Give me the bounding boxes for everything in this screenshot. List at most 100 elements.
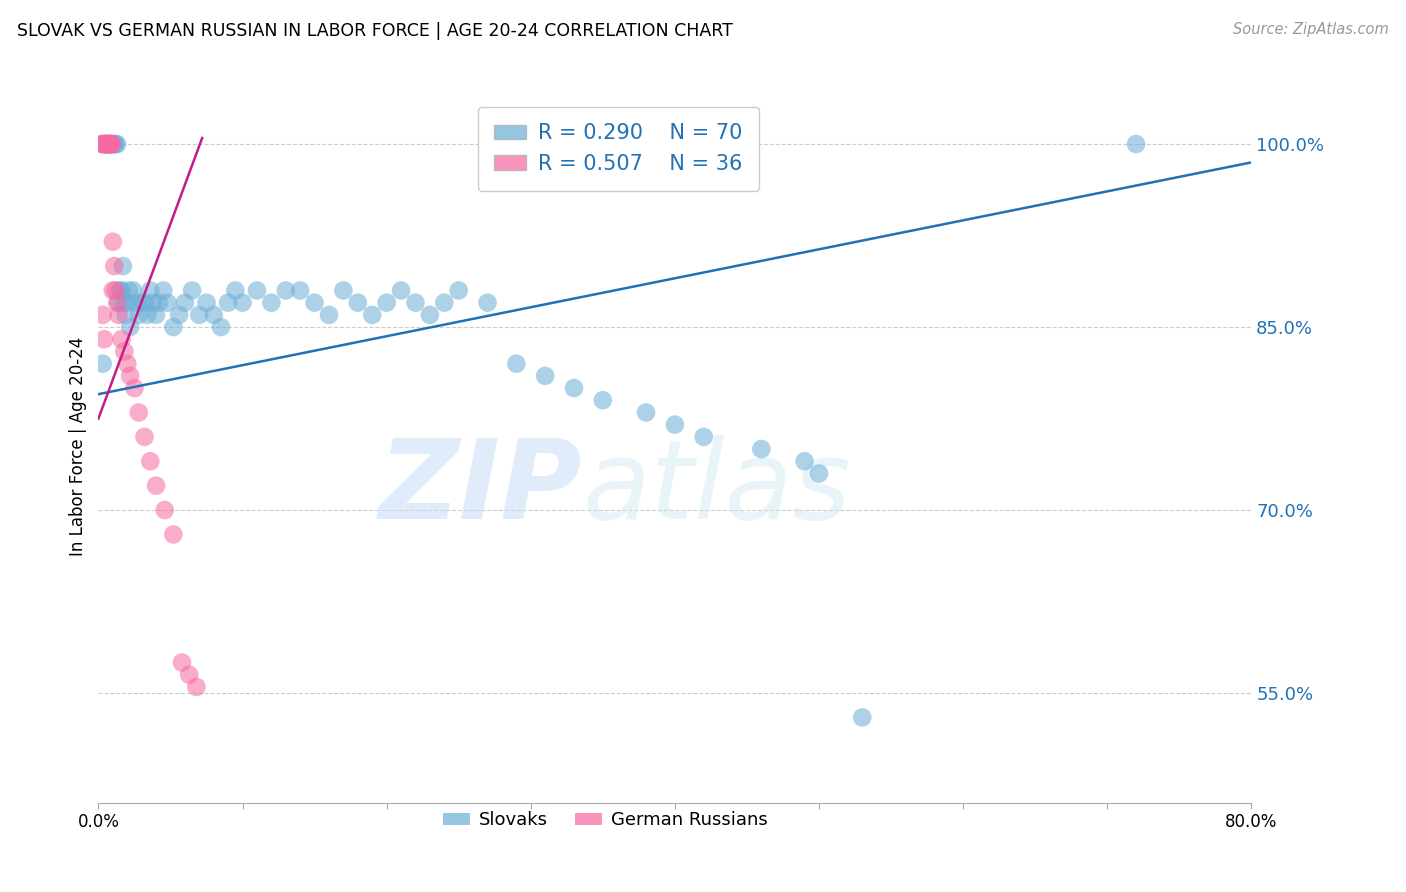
Point bbox=[93, 332, 115, 346]
Point bbox=[346, 295, 368, 310]
Point bbox=[290, 284, 312, 298]
Y-axis label: In Labor Force | Age 20-24: In Labor Force | Age 20-24 bbox=[69, 336, 87, 556]
Point bbox=[100, 137, 122, 152]
Point bbox=[94, 137, 117, 152]
Point bbox=[447, 284, 470, 298]
Point bbox=[128, 308, 150, 322]
Point bbox=[101, 235, 124, 249]
Point bbox=[103, 259, 125, 273]
Point bbox=[98, 137, 121, 152]
Point bbox=[148, 295, 170, 310]
Point bbox=[505, 357, 527, 371]
Point bbox=[375, 295, 398, 310]
Point bbox=[104, 137, 127, 152]
Point bbox=[419, 308, 441, 322]
Point bbox=[142, 295, 165, 310]
Text: Source: ZipAtlas.com: Source: ZipAtlas.com bbox=[1233, 22, 1389, 37]
Point bbox=[108, 284, 131, 298]
Point bbox=[124, 381, 146, 395]
Point bbox=[97, 137, 120, 152]
Point bbox=[274, 284, 297, 298]
Point bbox=[98, 137, 121, 152]
Point bbox=[107, 308, 129, 322]
Point bbox=[156, 295, 179, 310]
Point bbox=[96, 137, 118, 152]
Point bbox=[111, 259, 134, 273]
Text: ZIP: ZIP bbox=[380, 435, 582, 542]
Point bbox=[664, 417, 686, 432]
Point bbox=[174, 295, 197, 310]
Point bbox=[94, 137, 117, 152]
Point bbox=[751, 442, 773, 456]
Point bbox=[260, 295, 283, 310]
Point bbox=[134, 295, 156, 310]
Point bbox=[91, 308, 114, 322]
Point bbox=[120, 368, 142, 383]
Point bbox=[105, 295, 128, 310]
Point bbox=[128, 405, 150, 419]
Point bbox=[186, 680, 208, 694]
Point bbox=[104, 284, 127, 298]
Point bbox=[304, 295, 326, 310]
Point bbox=[117, 357, 139, 371]
Point bbox=[477, 295, 499, 310]
Point bbox=[246, 284, 269, 298]
Point bbox=[361, 308, 384, 322]
Point bbox=[693, 430, 716, 444]
Point bbox=[101, 284, 124, 298]
Point bbox=[1125, 137, 1147, 152]
Point bbox=[91, 357, 114, 371]
Legend: Slovaks, German Russians: Slovaks, German Russians bbox=[436, 805, 776, 837]
Point bbox=[318, 308, 340, 322]
Point bbox=[100, 137, 122, 152]
Point bbox=[110, 284, 132, 298]
Point bbox=[110, 332, 132, 346]
Point bbox=[117, 295, 139, 310]
Point bbox=[145, 308, 167, 322]
Point bbox=[100, 137, 122, 152]
Point bbox=[808, 467, 831, 481]
Point bbox=[112, 295, 135, 310]
Text: atlas: atlas bbox=[582, 435, 851, 542]
Point bbox=[101, 137, 124, 152]
Point bbox=[93, 137, 115, 152]
Point bbox=[534, 368, 557, 383]
Point bbox=[139, 454, 162, 468]
Point bbox=[793, 454, 815, 468]
Point bbox=[332, 284, 354, 298]
Point bbox=[181, 284, 204, 298]
Point bbox=[433, 295, 456, 310]
Point bbox=[167, 308, 190, 322]
Point bbox=[122, 284, 145, 298]
Point bbox=[153, 503, 176, 517]
Point bbox=[114, 308, 136, 322]
Point bbox=[851, 710, 873, 724]
Point bbox=[162, 320, 184, 334]
Point bbox=[389, 284, 412, 298]
Point bbox=[562, 381, 585, 395]
Point bbox=[125, 295, 148, 310]
Point bbox=[592, 393, 614, 408]
Point bbox=[103, 137, 125, 152]
Text: SLOVAK VS GERMAN RUSSIAN IN LABOR FORCE | AGE 20-24 CORRELATION CHART: SLOVAK VS GERMAN RUSSIAN IN LABOR FORCE … bbox=[17, 22, 733, 40]
Point bbox=[96, 137, 118, 152]
Point bbox=[107, 295, 129, 310]
Point bbox=[91, 137, 114, 152]
Point bbox=[131, 295, 153, 310]
Point bbox=[152, 284, 174, 298]
Point bbox=[202, 308, 225, 322]
Point bbox=[231, 295, 254, 310]
Point bbox=[139, 284, 162, 298]
Point bbox=[195, 295, 218, 310]
Point bbox=[98, 137, 121, 152]
Point bbox=[120, 320, 142, 334]
Point bbox=[405, 295, 427, 310]
Point bbox=[217, 295, 239, 310]
Point bbox=[136, 308, 159, 322]
Point bbox=[636, 405, 658, 419]
Point bbox=[112, 344, 135, 359]
Point bbox=[90, 137, 112, 152]
Point bbox=[105, 137, 128, 152]
Point bbox=[179, 667, 201, 681]
Point bbox=[188, 308, 211, 322]
